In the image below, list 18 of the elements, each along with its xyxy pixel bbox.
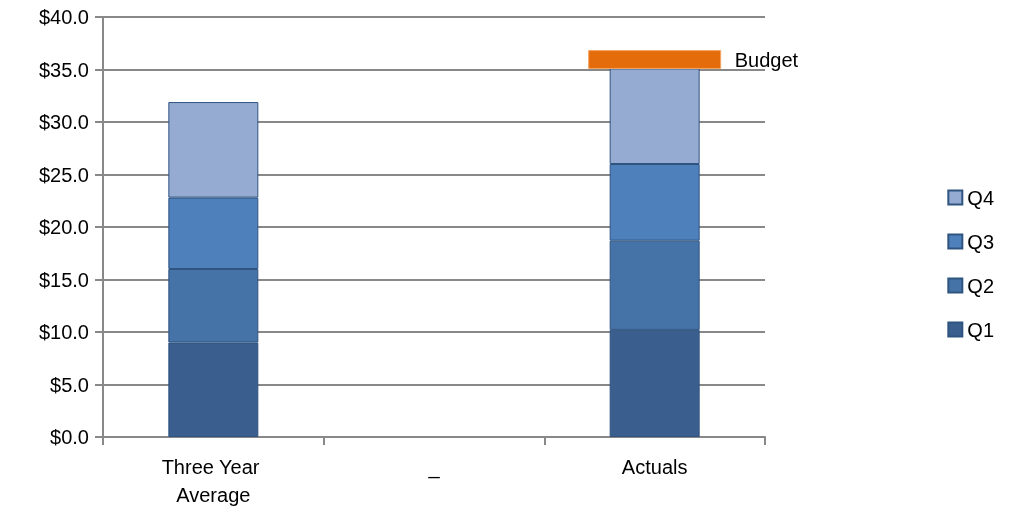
x-tick-label: Three Year Average <box>161 456 266 506</box>
y-tick-label: $35.0 <box>38 58 89 81</box>
y-tick-label: $5.0 <box>50 373 89 396</box>
legend-label: Q1 <box>967 318 995 341</box>
legend-label: Q3 <box>967 230 995 253</box>
bar <box>588 50 722 69</box>
y-tick-label: $30.0 <box>38 111 89 133</box>
x-tick-label: _ <box>427 456 441 479</box>
y-tick-label: $40.0 <box>38 6 89 28</box>
legend-label: Q2 <box>967 274 995 297</box>
y-tick-label: $25.0 <box>38 163 89 186</box>
y-tick-label: $0.0 <box>50 426 89 448</box>
y-tick-label: $15.0 <box>38 268 89 291</box>
y-tick-label: $10.0 <box>38 321 89 343</box>
x-tick-label: Actuals <box>621 456 688 478</box>
series-label: Budget <box>734 48 799 71</box>
y-tick-label: $20.0 <box>38 216 89 238</box>
legend-label: Q4 <box>967 186 995 209</box>
